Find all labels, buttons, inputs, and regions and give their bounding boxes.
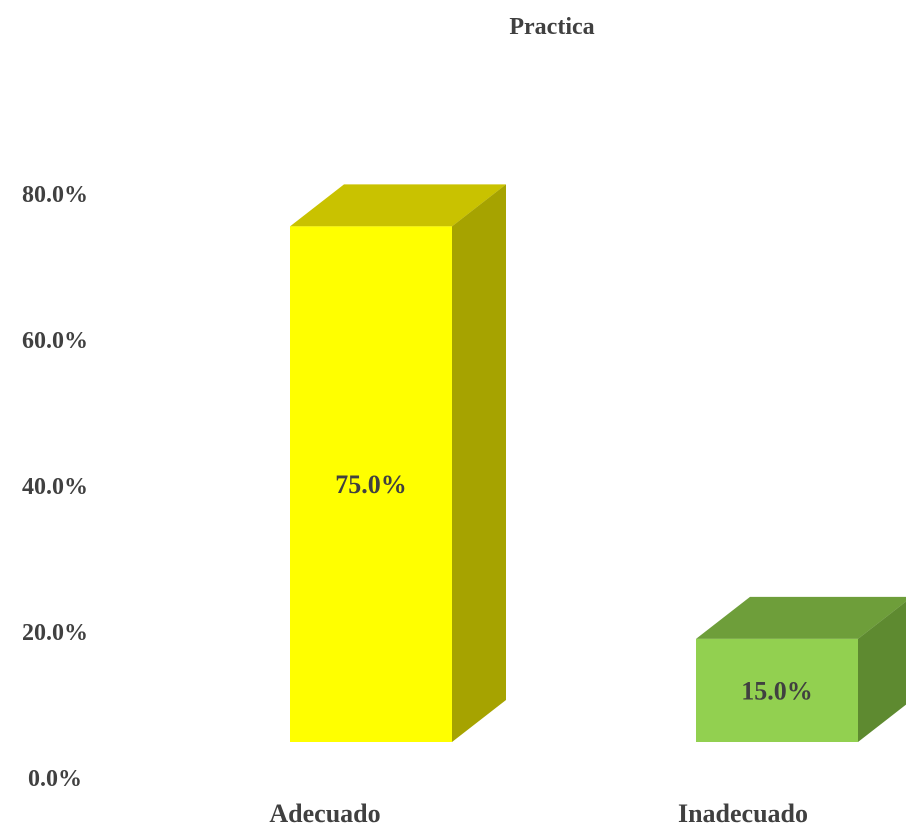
bar-top-face <box>696 596 906 639</box>
y-axis: 0.0% 20.0% 40.0% 60.0% 80.0% <box>22 182 88 792</box>
chart-title: Practica <box>509 14 594 40</box>
x-category-label: Inadecuado <box>678 799 808 828</box>
y-tick-label: 40.0% <box>22 474 88 500</box>
bar-front-face <box>290 226 452 742</box>
bar-adecuado: 75.0% <box>290 184 506 742</box>
y-tick-label: 80.0% <box>22 182 88 208</box>
y-tick-label: 20.0% <box>22 620 88 646</box>
bars: 75.0% 15.0% <box>290 184 906 742</box>
bar-inadecuado: 15.0% <box>696 596 906 742</box>
bar-side-face <box>452 184 506 742</box>
x-category-label: Adecuado <box>269 799 380 828</box>
bar-top-face <box>290 184 506 227</box>
bar-side-face <box>858 601 906 742</box>
x-axis: Adecuado Inadecuado <box>269 799 808 828</box>
y-tick-label: 0.0% <box>28 766 82 792</box>
bar-front-face <box>696 638 858 742</box>
data-label: 75.0% <box>335 470 407 499</box>
data-label: 15.0% <box>741 676 813 705</box>
y-tick-label: 60.0% <box>22 328 88 354</box>
